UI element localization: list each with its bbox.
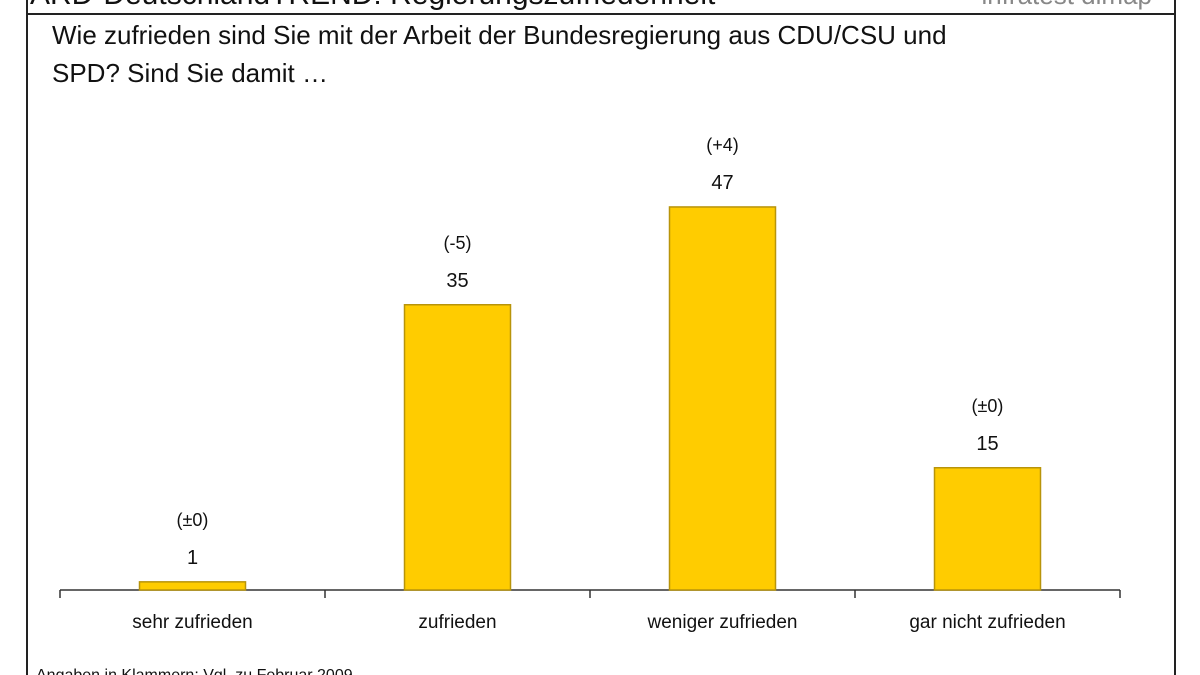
change-label: (+4): [706, 135, 739, 155]
x-tick-label: zufrieden: [418, 612, 496, 633]
value-label: 15: [976, 433, 998, 455]
bar: [403, 304, 512, 591]
value-label: 47: [711, 172, 733, 194]
value-label: 1: [187, 547, 198, 569]
change-label: (±0): [177, 510, 209, 530]
change-label: (-5): [444, 233, 472, 253]
subtitle-line: SPD? Sind Sie damit …: [52, 58, 328, 88]
footnote: Angaben in Klammern: Vgl. zu Februar 200…: [36, 667, 353, 675]
x-tick-label: gar nicht zufrieden: [909, 612, 1065, 633]
bar: [138, 581, 247, 591]
bar: [668, 206, 777, 591]
x-tick-label: weniger zufrieden: [647, 612, 798, 633]
subtitle-line: Wie zufrieden sind Sie mit der Arbeit de…: [52, 20, 947, 50]
source: infratest dimap: [981, 0, 1152, 10]
x-tick-label: sehr zufrieden: [132, 612, 252, 633]
chart-title: ARD-DeutschlandTREND: Regierungszufriede…: [30, 0, 716, 11]
value-label: 35: [446, 270, 468, 292]
change-label: (±0): [972, 396, 1004, 416]
bar: [933, 467, 1042, 591]
